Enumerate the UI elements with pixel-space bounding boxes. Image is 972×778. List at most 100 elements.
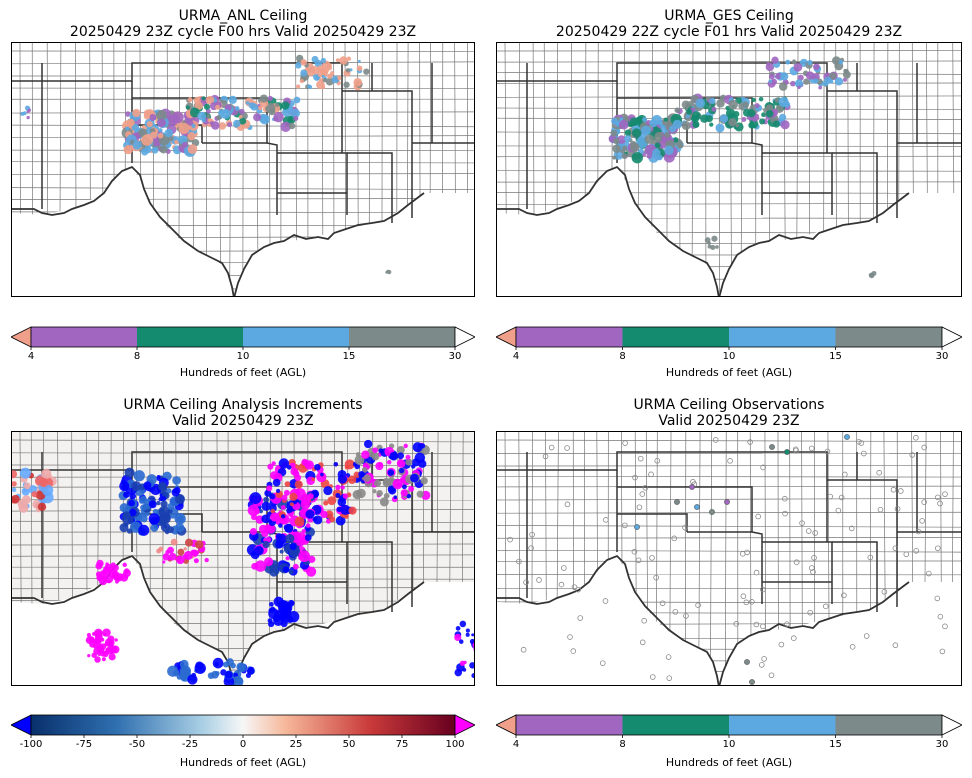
field-cell (129, 492, 137, 500)
field-cell (123, 491, 130, 498)
coastline (233, 192, 425, 296)
field-cell (218, 122, 227, 130)
field-cell (158, 481, 167, 491)
field-cell (264, 557, 274, 567)
field-cell (320, 472, 324, 477)
field-cell (288, 122, 296, 130)
field-cell (345, 68, 351, 73)
field-cell (743, 108, 751, 117)
field-cell (96, 575, 101, 580)
field-cell (185, 105, 191, 110)
coastline (233, 581, 425, 685)
station-marker (636, 504, 643, 511)
field-cell (162, 560, 166, 564)
station-marker (639, 491, 646, 497)
field-cell (356, 65, 363, 72)
colorbar-over-arrow (454, 714, 476, 736)
field-cell (175, 555, 185, 565)
field-cell (292, 470, 300, 478)
field-cell (320, 510, 328, 519)
field-cell (707, 241, 711, 245)
field-cell (156, 500, 161, 506)
field-cell (233, 119, 241, 128)
panel-title-inc-line2: Valid 20250429 23Z (172, 413, 314, 429)
field-cell (115, 579, 119, 584)
field-cell (335, 58, 340, 63)
field-cell (672, 137, 679, 143)
colorbar-obs-svg (495, 714, 963, 738)
field-cell (269, 493, 276, 500)
field-cell (813, 78, 819, 84)
station-marker (937, 500, 943, 507)
field-cell (124, 467, 135, 478)
field-cell (342, 493, 348, 499)
field-cell (245, 101, 250, 105)
field-cell (237, 662, 247, 673)
field-cell (780, 120, 790, 130)
field-cell (104, 563, 113, 573)
station-marker (520, 646, 527, 653)
field-cell (709, 97, 716, 105)
field-cell (674, 107, 681, 114)
field-cell (321, 85, 326, 90)
field-cell (824, 76, 832, 84)
field-cell (26, 115, 30, 120)
station-marker (778, 641, 785, 648)
station-marker (536, 577, 542, 583)
field-cell (842, 77, 847, 82)
station-marker (761, 656, 767, 662)
station-marker (935, 545, 941, 552)
field-cell (348, 506, 357, 515)
panel-title-anl-line2: 20250429 23Z cycle F00 hrs Valid 2025042… (69, 24, 417, 40)
field-cell (363, 68, 370, 75)
station-marker (838, 494, 845, 501)
field-cell (772, 120, 780, 128)
field-cell (275, 103, 279, 107)
station-marker (877, 506, 884, 513)
station-marker (890, 486, 897, 493)
field-cell (108, 653, 116, 661)
field-cell (473, 673, 474, 674)
field-cell (300, 499, 311, 510)
field-cell (621, 153, 628, 160)
field-cell (304, 534, 312, 542)
field-cell (41, 468, 52, 480)
field-cell (211, 121, 220, 130)
field-cell (21, 487, 30, 496)
colorbar-tick-label: 25 (289, 739, 303, 750)
field-cell (300, 69, 308, 77)
county-line (229, 43, 232, 296)
field-cell (771, 56, 779, 64)
station-marker (942, 491, 948, 497)
field-cell (267, 618, 273, 624)
field-cell (249, 527, 258, 536)
station-marker (558, 581, 565, 588)
field-cell (292, 563, 299, 570)
field-cell (335, 515, 346, 526)
field-cell (125, 111, 131, 117)
field-cell (206, 114, 211, 118)
field-cell (261, 501, 271, 511)
station-marker (799, 520, 805, 526)
field-cell (298, 550, 311, 563)
field-cell (410, 464, 416, 469)
field-cell (275, 539, 284, 549)
field-cell (834, 77, 844, 86)
field-cell (127, 118, 135, 127)
field-cell (813, 63, 820, 71)
station-marker (913, 548, 920, 554)
field-cell (642, 117, 648, 123)
station-marker (915, 528, 922, 535)
station-marker (653, 574, 659, 581)
field-cell (778, 82, 788, 91)
field-cell (131, 123, 140, 132)
field-cell (91, 652, 97, 658)
field-cell (624, 135, 631, 142)
field-cell (291, 108, 300, 118)
field-cell (170, 538, 178, 546)
field-cell (396, 459, 406, 468)
field-cell (462, 668, 467, 672)
station-marker (934, 595, 941, 602)
field-cell (630, 140, 637, 148)
field-cell (473, 647, 474, 651)
